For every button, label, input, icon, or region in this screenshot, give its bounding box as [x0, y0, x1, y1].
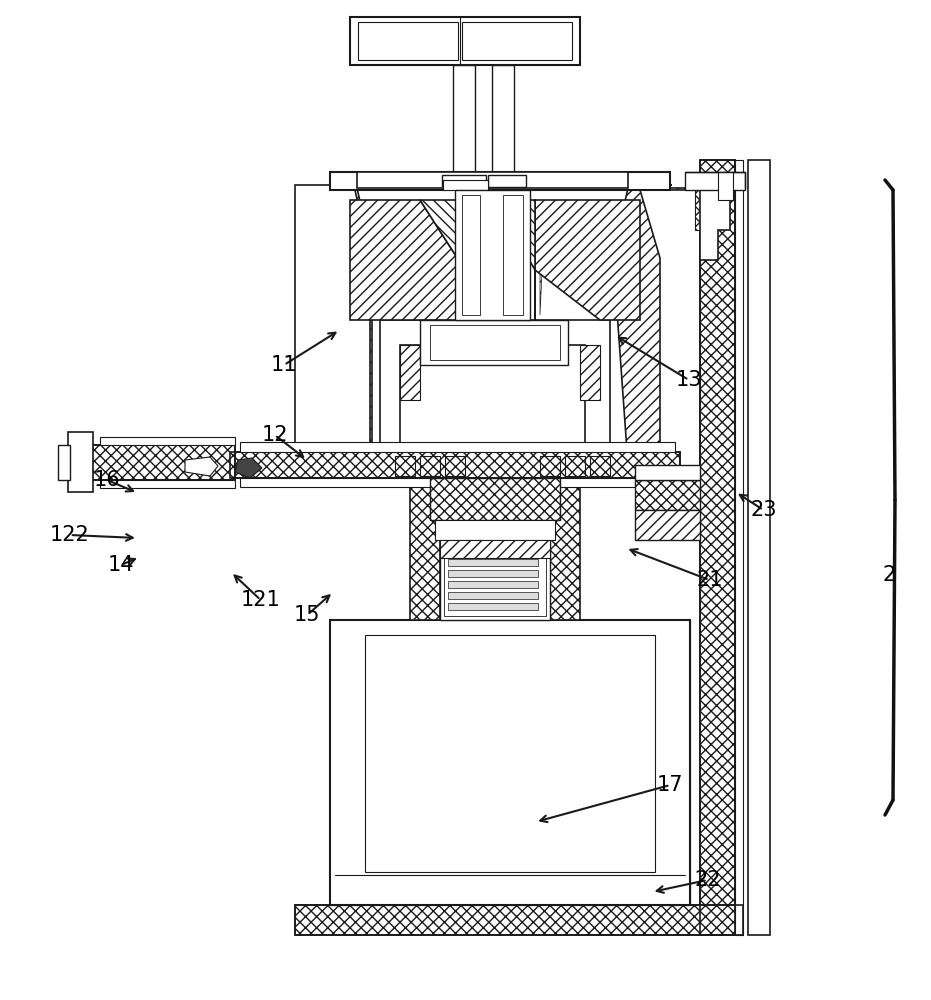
Bar: [330, 877, 690, 905]
Text: 17: 17: [657, 775, 683, 795]
Bar: [748, 160, 770, 935]
Polygon shape: [295, 185, 370, 470]
Bar: [330, 620, 360, 905]
Polygon shape: [495, 200, 535, 270]
Bar: [695, 190, 720, 230]
Bar: [72, 438, 88, 486]
Bar: [580, 345, 600, 400]
Bar: [685, 172, 745, 190]
Bar: [448, 504, 538, 511]
Text: 23: 23: [750, 500, 776, 520]
Text: 122: 122: [50, 525, 89, 545]
Polygon shape: [535, 200, 640, 320]
Text: 121: 121: [241, 590, 280, 610]
Bar: [410, 480, 440, 620]
Bar: [430, 478, 560, 520]
Text: 22: 22: [695, 870, 721, 890]
Bar: [448, 537, 538, 544]
Bar: [488, 175, 526, 187]
Bar: [420, 456, 440, 476]
Bar: [718, 172, 733, 200]
Bar: [68, 432, 93, 492]
Bar: [550, 480, 580, 620]
Polygon shape: [613, 188, 685, 465]
Bar: [295, 905, 743, 935]
Bar: [448, 603, 538, 610]
Bar: [430, 325, 560, 360]
Bar: [330, 172, 670, 190]
Bar: [590, 456, 610, 476]
Bar: [462, 22, 572, 60]
Bar: [635, 480, 700, 510]
Polygon shape: [380, 320, 610, 470]
Bar: [295, 905, 743, 935]
Polygon shape: [685, 190, 730, 260]
Polygon shape: [297, 187, 367, 468]
Bar: [448, 581, 538, 588]
Text: 15: 15: [294, 605, 320, 625]
Polygon shape: [350, 200, 465, 320]
Bar: [330, 620, 690, 905]
Bar: [395, 456, 415, 476]
Bar: [435, 520, 555, 540]
Bar: [455, 190, 530, 320]
Bar: [540, 456, 560, 476]
Text: 2: 2: [883, 565, 896, 585]
Text: 13: 13: [676, 370, 702, 390]
Bar: [448, 592, 538, 599]
Bar: [440, 540, 550, 558]
Bar: [100, 437, 235, 445]
Bar: [90, 445, 235, 480]
Polygon shape: [640, 185, 700, 470]
Bar: [443, 180, 488, 190]
Polygon shape: [235, 458, 262, 478]
Bar: [240, 478, 675, 487]
Bar: [58, 445, 70, 480]
Bar: [660, 620, 690, 905]
Bar: [350, 17, 580, 65]
Text: 16: 16: [94, 470, 120, 490]
Bar: [700, 160, 735, 935]
Bar: [700, 160, 735, 935]
Polygon shape: [185, 457, 218, 476]
Bar: [358, 22, 458, 60]
Polygon shape: [370, 205, 457, 315]
Bar: [448, 570, 538, 577]
Bar: [445, 456, 465, 476]
Bar: [448, 526, 538, 533]
Polygon shape: [300, 188, 372, 465]
Bar: [503, 195, 523, 315]
Bar: [565, 456, 585, 476]
Bar: [462, 195, 480, 315]
Bar: [100, 480, 235, 488]
Bar: [240, 442, 675, 452]
Bar: [442, 175, 486, 187]
Bar: [448, 515, 538, 522]
Bar: [448, 559, 538, 566]
Text: 12: 12: [262, 425, 288, 445]
Bar: [420, 320, 568, 365]
Bar: [440, 480, 550, 620]
Bar: [635, 510, 700, 540]
Text: 11: 11: [271, 355, 297, 375]
Bar: [735, 160, 743, 935]
Bar: [365, 635, 655, 872]
Bar: [90, 445, 235, 480]
Bar: [600, 172, 628, 188]
Bar: [448, 493, 538, 500]
Bar: [444, 484, 546, 616]
Bar: [492, 65, 514, 180]
Bar: [230, 452, 680, 478]
Text: 14: 14: [108, 555, 134, 575]
Bar: [400, 345, 420, 400]
Text: 21: 21: [696, 570, 722, 590]
Bar: [357, 172, 385, 188]
Bar: [357, 172, 628, 188]
Polygon shape: [540, 205, 635, 315]
Bar: [635, 465, 700, 480]
Bar: [453, 65, 475, 180]
Polygon shape: [420, 200, 495, 270]
Bar: [448, 548, 538, 555]
Bar: [230, 452, 680, 478]
